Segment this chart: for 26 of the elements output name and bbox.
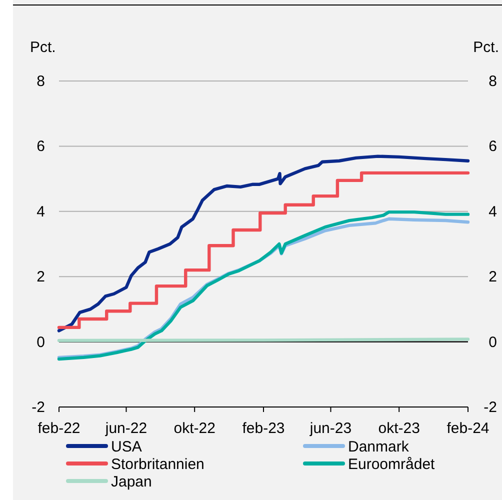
y-tick-label: -2	[32, 399, 45, 416]
legend-label: Danmark	[348, 438, 410, 456]
y2-axis-title: Pct.	[473, 39, 499, 56]
x-tick-label: feb-22	[38, 420, 80, 437]
y-tick-label: 0	[36, 334, 45, 351]
x-tick-label: okt-23	[378, 420, 420, 437]
legend-label: Euroområdet	[348, 456, 436, 473]
y-tick-label: 8	[36, 73, 45, 90]
y2-tick-label: 6	[488, 138, 497, 156]
y-tick-label: 4	[36, 203, 45, 220]
y2-tick-label: -2	[484, 399, 497, 416]
y2-tick-label: 4	[488, 203, 497, 220]
legend-label: Storbritannien	[111, 456, 204, 473]
x-tick-label: feb-24	[446, 420, 490, 437]
y-tick-label: 6	[36, 138, 45, 156]
x-tick-label: jun-22	[104, 420, 148, 437]
x-tick-label: feb-23	[242, 420, 285, 437]
y2-tick-label: 2	[488, 268, 497, 286]
y-tick-label: 2	[36, 268, 45, 286]
legend-label: Japan	[111, 474, 152, 490]
y2-tick-label: 8	[488, 73, 497, 90]
x-tick-label: jun-23	[308, 420, 352, 437]
x-tick-label: okt-22	[174, 420, 216, 437]
y-axis-title: Pct.	[30, 39, 56, 56]
legend-label: USA	[111, 438, 142, 456]
y2-tick-label: 0	[488, 334, 497, 351]
